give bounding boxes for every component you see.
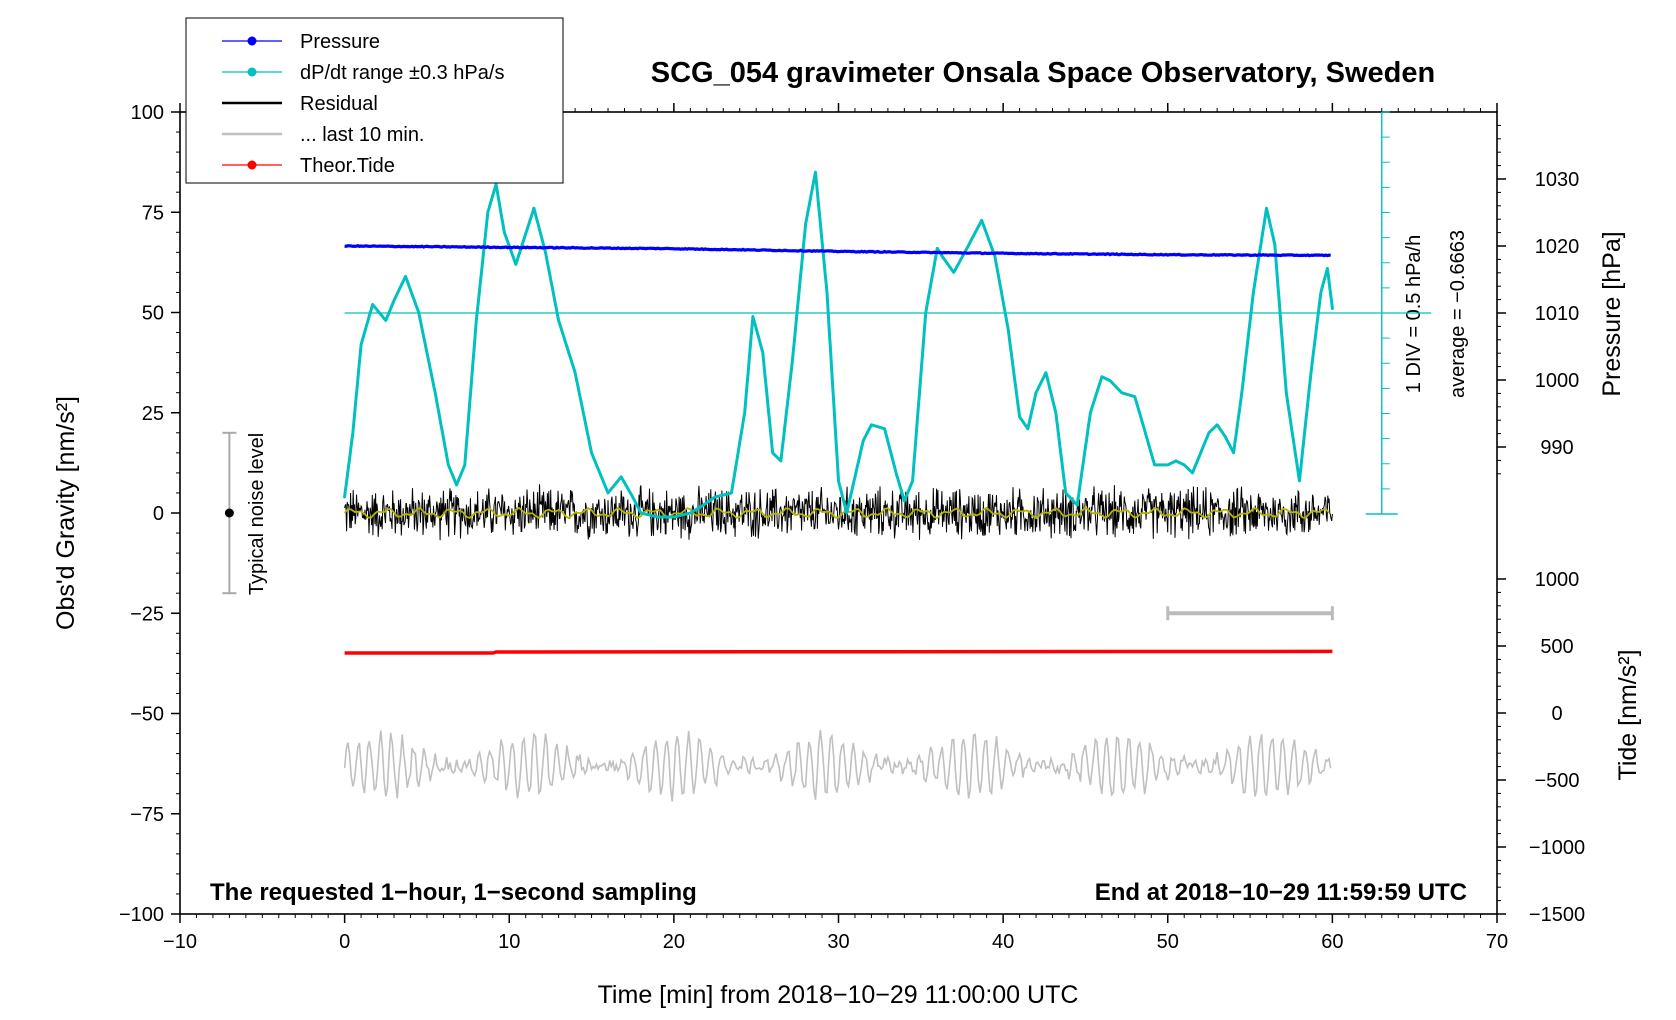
legend-label: ... last 10 min. (300, 124, 425, 146)
tide-tick-label: 0 (1551, 703, 1562, 725)
tide-tick-label: 1000 (1535, 569, 1580, 591)
noise-bar-center (224, 508, 234, 518)
y-tick-label: −25 (130, 603, 164, 625)
x-axis-label: Time [min] from 2018−10−29 11:00:00 UTC (598, 981, 1079, 1009)
x-tick-label: 0 (339, 931, 350, 953)
y-tick-label: 75 (142, 202, 164, 224)
dpdt-scale-label: 1 DIV = 0.5 hPa/h (1403, 235, 1425, 393)
legend-box (185, 17, 564, 184)
pressure-tick-label: 1000 (1535, 370, 1580, 392)
annotation-end-time: End at 2018−10−29 11:59:59 UTC (1095, 879, 1467, 906)
y-tick-label: 25 (142, 403, 164, 425)
noise-level-label: Typical noise level (246, 433, 268, 595)
x-tick-label: −10 (163, 931, 197, 953)
x-tick-label: 30 (827, 931, 849, 953)
legend-label: Pressure (300, 31, 380, 53)
pressure-tick-label: 990 (1540, 437, 1573, 459)
pressure-series (344, 243, 1331, 258)
x-tick-label: 10 (498, 931, 520, 953)
tide-tick-label: 500 (1540, 636, 1573, 658)
x-tick-label: 70 (1486, 931, 1508, 953)
annotation-sampling: The requested 1−hour, 1−second sampling (210, 879, 697, 906)
legend-label: Residual (300, 93, 378, 115)
x-tick-label: 60 (1321, 931, 1343, 953)
chart-title: SCG_054 gravimeter Onsala Space Observat… (651, 57, 1435, 89)
legend-swatch-dot (247, 36, 257, 46)
residual-series (344, 484, 1333, 541)
pressure-tick-label: 1030 (1535, 169, 1580, 191)
y-axis-label-pressure: Pressure [hPa] (1598, 231, 1626, 396)
y-tick-label: 0 (153, 503, 164, 525)
tide-tick-label: −1000 (1529, 837, 1585, 859)
legend-swatch-dot (247, 160, 257, 170)
x-tick-label: 40 (992, 931, 1014, 953)
y-tick-label: −100 (119, 904, 164, 926)
legend-swatch-dot (247, 67, 257, 77)
tide-series (344, 649, 1333, 655)
y-tick-label: 50 (142, 303, 164, 325)
pressure-tick-label: 1010 (1535, 303, 1580, 325)
y-tick-label: 100 (131, 102, 164, 124)
pressure-tick-label: 1020 (1535, 236, 1580, 258)
last10-series (343, 730, 1332, 802)
dpdt-average-label: average = −0.6663 (1447, 230, 1469, 398)
y-tick-label: −75 (130, 804, 164, 826)
tide-tick-label: −1500 (1529, 904, 1585, 926)
legend-label: dP/dt range ±0.3 hPa/s (300, 62, 504, 84)
tide-tick-label: −500 (1534, 770, 1579, 792)
y-axis-label-tide: Tide [nm/s²] (1614, 649, 1642, 780)
y-tick-label: −50 (130, 704, 164, 726)
legend-label: Theor.Tide (300, 155, 395, 177)
x-tick-label: 50 (1157, 931, 1179, 953)
dpdt-series (343, 170, 1334, 519)
y-axis-label-left: Obs'd Gravity [nm/s²] (52, 396, 80, 630)
smoothed-residual-series (343, 506, 1330, 520)
x-tick-label: 20 (663, 931, 685, 953)
